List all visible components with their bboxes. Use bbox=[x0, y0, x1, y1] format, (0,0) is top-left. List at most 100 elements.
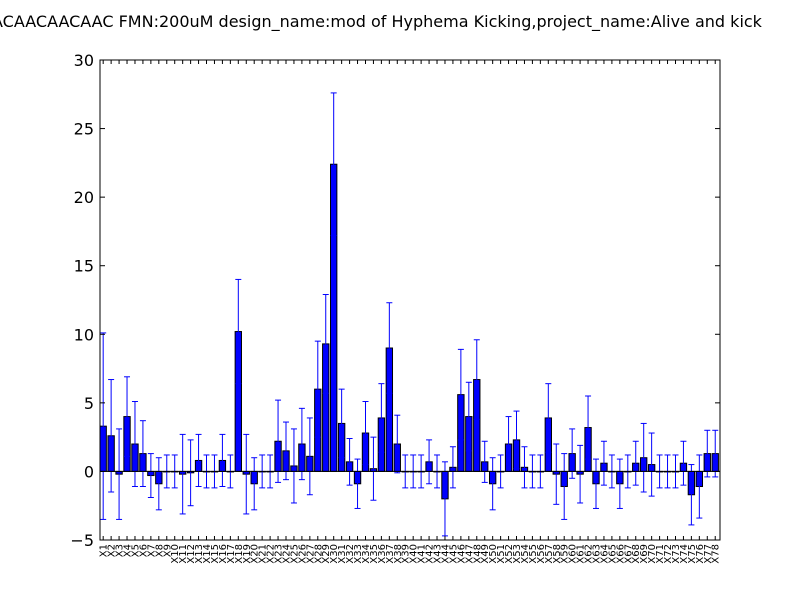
error-bar-X31 bbox=[338, 388, 345, 459]
error-bar-X26 bbox=[298, 407, 305, 481]
x-tick-label: X48 bbox=[472, 544, 483, 564]
error-bar-X75 bbox=[688, 464, 695, 526]
x-tick-label: X27 bbox=[305, 544, 316, 564]
error-bar-X38 bbox=[394, 414, 401, 474]
x-tick-label: X55 bbox=[528, 544, 539, 564]
error-bar-X29 bbox=[322, 294, 329, 394]
error-bar-X25 bbox=[290, 428, 297, 504]
error-bar-X64 bbox=[600, 440, 607, 486]
error-bar-X45 bbox=[449, 446, 456, 489]
x-tick-label: X32 bbox=[345, 544, 356, 564]
x-tick-label: X45 bbox=[448, 544, 459, 564]
x-tick-label: X35 bbox=[369, 544, 380, 564]
error-bar-X8 bbox=[155, 457, 162, 511]
x-tick-label: X29 bbox=[321, 544, 332, 564]
y-tick-label: 5 bbox=[84, 394, 94, 413]
x-tick-label: X19 bbox=[242, 544, 253, 564]
x-tick-label: X6 bbox=[138, 544, 149, 557]
x-tick-label: X5 bbox=[130, 544, 141, 557]
x-tick-label: X53 bbox=[512, 544, 523, 564]
x-tick-label: X2 bbox=[107, 544, 118, 557]
x-tick-label: X62 bbox=[584, 544, 595, 564]
error-bar-X13 bbox=[195, 433, 202, 488]
x-tick-label: X52 bbox=[504, 544, 515, 564]
x-tick-label: X33 bbox=[353, 544, 364, 564]
error-bar-X42 bbox=[426, 439, 433, 485]
x-tick-label: X64 bbox=[599, 544, 610, 564]
error-bar-X60 bbox=[569, 428, 576, 479]
x-tick-label: X23 bbox=[274, 544, 285, 564]
error-bar-X62 bbox=[585, 395, 592, 460]
x-tick-label: X7 bbox=[146, 544, 157, 557]
x-tick-label: X15 bbox=[210, 544, 221, 564]
error-bar-X54 bbox=[521, 446, 528, 489]
error-bar-X11 bbox=[179, 433, 186, 515]
x-tick-label: X12 bbox=[186, 544, 197, 564]
x-tick-label: X26 bbox=[297, 544, 308, 564]
y-tick-label: 0 bbox=[84, 462, 94, 481]
error-bar-X63 bbox=[593, 458, 599, 509]
error-bar-X27 bbox=[306, 417, 313, 496]
error-bar-X59 bbox=[561, 453, 568, 520]
x-tick-label: X3 bbox=[115, 544, 126, 557]
x-tick-label: X58 bbox=[552, 544, 563, 564]
x-tick-label: X1 bbox=[99, 544, 110, 557]
y-tick-label: −5 bbox=[70, 531, 94, 550]
x-tick-label: X4 bbox=[123, 544, 134, 557]
x-tick-label: X59 bbox=[560, 544, 571, 564]
error-bar-X76 bbox=[696, 454, 703, 519]
x-tick-label: X22 bbox=[266, 544, 277, 564]
x-tick-label: X11 bbox=[178, 544, 189, 564]
x-tick-label: X43 bbox=[433, 544, 444, 564]
error-bar-X24 bbox=[283, 421, 289, 481]
x-tick-label: X30 bbox=[329, 544, 340, 564]
error-bar-X77 bbox=[704, 429, 711, 478]
x-tick-label: X65 bbox=[607, 544, 618, 564]
x-tick-label: X31 bbox=[337, 544, 348, 564]
error-bar-X16 bbox=[219, 433, 226, 488]
x-tick-label: X39 bbox=[401, 544, 412, 564]
error-bar-X35 bbox=[370, 436, 377, 501]
error-bar-X48 bbox=[473, 339, 480, 420]
error-bar-X34 bbox=[362, 400, 369, 466]
error-bar-X30 bbox=[330, 92, 337, 237]
error-bar-X18 bbox=[235, 278, 242, 385]
chart-title: ACAACAACAAC FMN:200uM design_name:mod of… bbox=[0, 12, 763, 32]
x-tick-label: X21 bbox=[258, 544, 269, 564]
plot-area bbox=[100, 60, 720, 540]
x-tick-label: X72 bbox=[663, 544, 674, 564]
x-tick-label: X49 bbox=[480, 544, 491, 564]
x-tick-label: X75 bbox=[687, 544, 698, 564]
error-bar-X58 bbox=[553, 443, 560, 505]
x-tick-label: X74 bbox=[679, 544, 690, 564]
error-bar-X61 bbox=[577, 444, 584, 504]
x-tick-label: X41 bbox=[417, 544, 428, 564]
error-bar-X12 bbox=[187, 439, 194, 507]
x-tick-label: X69 bbox=[639, 544, 650, 564]
x-tick-label: X76 bbox=[695, 544, 706, 564]
x-tick-label: X77 bbox=[703, 544, 714, 564]
x-tick-label: X44 bbox=[440, 544, 451, 564]
error-bars-layer bbox=[100, 92, 719, 537]
error-bar-X6 bbox=[139, 420, 146, 488]
x-tick-label: X25 bbox=[289, 544, 300, 564]
error-bar-X20 bbox=[251, 457, 258, 511]
error-bar-X1 bbox=[100, 332, 107, 520]
x-tick-label: X67 bbox=[623, 544, 634, 564]
error-bar-X28 bbox=[314, 340, 321, 438]
error-bar-X7 bbox=[147, 453, 154, 498]
error-bar-X46 bbox=[457, 348, 464, 441]
error-bar-X68 bbox=[632, 440, 639, 486]
error-bar-X33 bbox=[354, 458, 361, 509]
error-bar-X32 bbox=[346, 438, 353, 486]
error-bar-X37 bbox=[386, 302, 393, 394]
error-bar-X53 bbox=[513, 410, 520, 470]
x-tick-label: X66 bbox=[615, 544, 626, 564]
y-tick-label: 25 bbox=[74, 120, 94, 139]
error-bar-X5 bbox=[131, 400, 138, 488]
y-tick-label: 10 bbox=[74, 325, 94, 344]
x-axis: X1X2X3X4X5X6X7X8X9X10X11X12X13X14X15X16X… bbox=[99, 60, 722, 564]
error-bar-X74 bbox=[680, 440, 687, 486]
x-tick-label: X54 bbox=[520, 544, 531, 564]
error-bar-X78 bbox=[712, 429, 719, 478]
